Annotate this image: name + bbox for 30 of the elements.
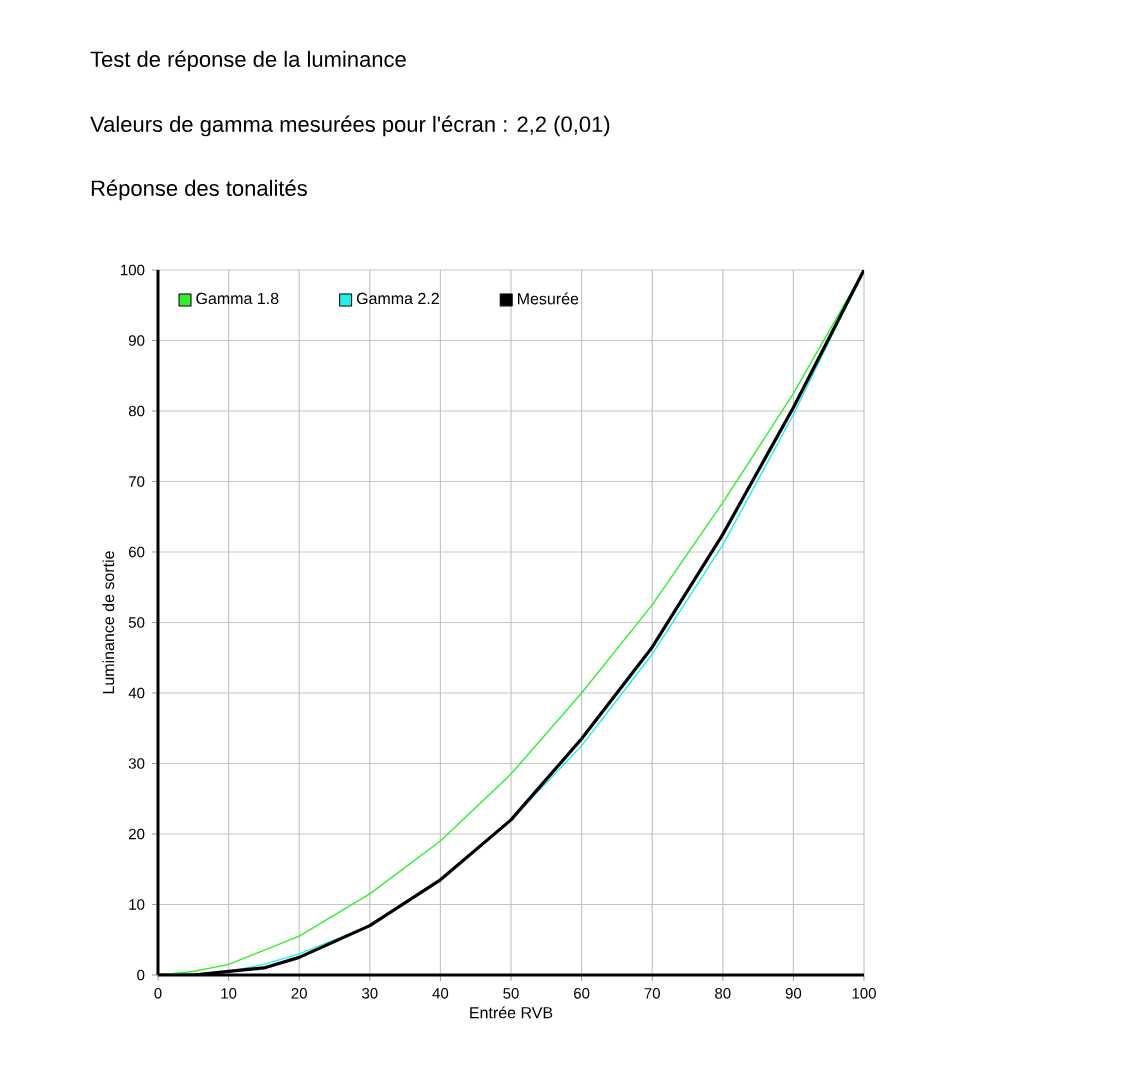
y-tick-label: 40 bbox=[128, 687, 145, 699]
y-tick-label: 0 bbox=[137, 969, 145, 981]
legend-label: Gamma 2.2 bbox=[356, 292, 439, 305]
legend-label: Gamma 1.8 bbox=[196, 292, 279, 305]
x-tick-label: 70 bbox=[644, 988, 660, 999]
y-axis-title: Luminance de sortie bbox=[102, 551, 115, 694]
x-tick-label: 90 bbox=[785, 988, 802, 999]
y-tick-label: 80 bbox=[128, 405, 145, 417]
text: Réponse des tonalités bbox=[91, 179, 307, 201]
x-tick-label: 40 bbox=[432, 988, 449, 999]
x-tick-label: 50 bbox=[503, 988, 519, 999]
x-tick-label: 80 bbox=[715, 988, 731, 999]
y-tick-label: 60 bbox=[129, 546, 145, 558]
y-tick-label: 30 bbox=[128, 758, 145, 769]
y-tick-label: 20 bbox=[129, 828, 145, 840]
x-axis-title: Entrée RVB bbox=[470, 1006, 553, 1019]
x-tick-label: 10 bbox=[221, 988, 237, 999]
y-tick-label: 90 bbox=[128, 335, 145, 346]
y-tick-label: 70 bbox=[129, 476, 145, 487]
x-tick-label: 60 bbox=[574, 988, 590, 999]
x-tick-label: 100 bbox=[852, 988, 876, 999]
legend-label: Mesurée bbox=[518, 292, 579, 305]
x-tick-label: 20 bbox=[291, 988, 307, 999]
chart-title: Test de réponse de la luminance bbox=[90, 50, 406, 72]
y-tick-label: 10 bbox=[129, 899, 145, 910]
chart-subtitle: Valeurs de gamma mesurées pour l'écran : 2,2 (0,01) bbox=[90, 115, 610, 137]
y-tick-label: 50 bbox=[128, 617, 145, 628]
x-tick-label: 0 bbox=[154, 988, 162, 999]
y-tick-label: 100 bbox=[121, 264, 145, 276]
x-tick-label: 30 bbox=[362, 988, 378, 999]
